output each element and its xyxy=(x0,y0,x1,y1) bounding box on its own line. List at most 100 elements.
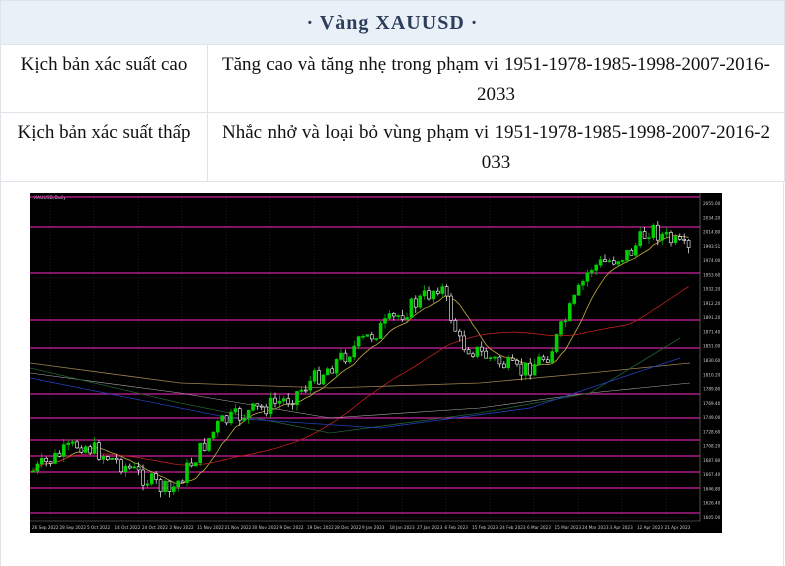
price-label: 1728.60 xyxy=(703,429,721,434)
table-cell: Kịch bản xác suất thấp xyxy=(0,112,208,182)
candle-body xyxy=(224,415,229,424)
price-label: 1953.60 xyxy=(703,272,721,277)
candle-body xyxy=(506,357,511,369)
date-label: 26 Sep 2022 xyxy=(32,525,59,530)
candle-body xyxy=(75,441,79,449)
price-label: 2014.80 xyxy=(703,230,721,235)
date-label: 9 Jan 2023 xyxy=(362,525,385,530)
candles xyxy=(31,221,691,498)
candle-body xyxy=(339,352,343,360)
date-label: 9 Dec 2022 xyxy=(280,525,304,530)
candle-body xyxy=(97,442,101,460)
candle-body xyxy=(611,260,616,265)
date-label: 15 Mar 2023 xyxy=(555,525,582,530)
candle-body xyxy=(70,441,75,444)
border xyxy=(783,181,784,566)
candle-body xyxy=(189,462,194,467)
candle-body xyxy=(559,321,563,335)
candle-body xyxy=(176,480,180,488)
candle-body xyxy=(57,452,62,457)
candle-body xyxy=(383,318,387,324)
candle-body xyxy=(343,352,348,363)
candle-body xyxy=(216,420,220,433)
moving-averages xyxy=(30,234,691,485)
candle-body xyxy=(484,350,489,359)
candle-body xyxy=(273,397,277,404)
candle-body xyxy=(150,473,154,485)
grid xyxy=(49,193,667,521)
candle-body xyxy=(31,470,35,473)
price-label: 1912.20 xyxy=(703,301,721,306)
candle-body xyxy=(101,456,106,460)
candle-body xyxy=(330,368,335,374)
candle-body xyxy=(541,356,546,361)
axis-labels: 2055.00 2034.20 2014.80 1993.51 1974.00 1953.… xyxy=(32,201,721,530)
price-label: 2055.00 xyxy=(703,201,721,206)
candle-body xyxy=(365,334,370,337)
candle-body xyxy=(677,236,682,240)
candle-body xyxy=(427,290,431,300)
candle-body xyxy=(369,334,374,340)
candle-body xyxy=(119,459,123,473)
border xyxy=(0,181,1,566)
candle-body xyxy=(163,480,167,492)
candle-body xyxy=(334,359,339,374)
candle-body xyxy=(242,417,246,421)
price-label: 2034.20 xyxy=(703,215,721,220)
candle-body xyxy=(603,259,607,262)
candle-body xyxy=(61,444,66,457)
candle-body xyxy=(356,336,361,347)
candle-body xyxy=(246,409,251,419)
candle-body xyxy=(625,249,629,261)
candle-body xyxy=(347,356,352,363)
candle-body xyxy=(233,408,238,413)
price-label: 1789.80 xyxy=(703,387,721,392)
candle-body xyxy=(180,480,185,483)
price-label: 1667.40 xyxy=(703,472,721,477)
price-label: 1830.60 xyxy=(703,358,721,363)
candle-body xyxy=(567,303,572,322)
candle-body xyxy=(35,463,40,472)
date-label: 28 Dec 2022 xyxy=(335,525,362,530)
candle-body xyxy=(435,290,440,294)
candle-body xyxy=(594,264,599,271)
candle-body xyxy=(110,457,114,460)
candle-body xyxy=(409,298,414,318)
candle-body xyxy=(651,224,656,238)
candle-body xyxy=(308,380,313,391)
candle-body xyxy=(295,391,299,406)
price-label: 1851.00 xyxy=(703,344,721,349)
candle-body xyxy=(585,272,590,282)
candle-body xyxy=(260,405,264,408)
candle-body xyxy=(510,357,515,361)
date-label: 2 Nov 2022 xyxy=(170,525,194,530)
candle-body xyxy=(413,298,418,308)
price-label: 1749.00 xyxy=(703,415,721,420)
candle-body xyxy=(660,233,665,241)
date-label: 11 Nov 2022 xyxy=(197,525,224,530)
candle-body xyxy=(255,403,260,407)
candle-body xyxy=(185,462,189,483)
candle-body xyxy=(528,362,533,376)
price-label: 1605.00 xyxy=(703,515,721,520)
candle-body xyxy=(638,231,643,246)
candle-body xyxy=(128,465,132,469)
candle-body xyxy=(519,363,524,376)
table-cell: Kịch bản xác suất cao xyxy=(0,44,208,113)
table-cell: Tăng cao và tăng nhẹ trong phạm vi 1951-… xyxy=(207,44,785,113)
candle-body xyxy=(501,363,506,369)
candle-body xyxy=(325,368,330,376)
moving-average xyxy=(30,372,691,419)
candle-body xyxy=(532,364,537,376)
candle-body xyxy=(172,486,176,492)
candle-body xyxy=(220,415,224,422)
candle-body xyxy=(669,232,673,244)
candle-body xyxy=(290,403,295,406)
candle-body xyxy=(523,362,528,376)
chart-caption: XAUUSD,Daily xyxy=(34,195,66,201)
candle-body xyxy=(545,359,550,363)
candle-body xyxy=(493,356,497,359)
chart-image: XAUUSD,Daily 2055.00 2034.20 2014.80 1993.5… xyxy=(30,193,722,533)
date-label: 24 Mar 2023 xyxy=(582,525,609,530)
candle-body xyxy=(321,374,326,385)
